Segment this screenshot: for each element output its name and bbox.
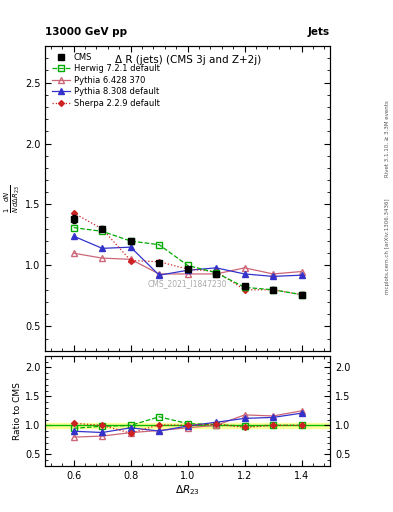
Text: 13000 GeV pp: 13000 GeV pp <box>45 27 127 37</box>
Legend: CMS, Herwig 7.2.1 default, Pythia 6.428 370, Pythia 8.308 default, Sherpa 2.2.9 : CMS, Herwig 7.2.1 default, Pythia 6.428 … <box>50 50 162 110</box>
Text: Δ R (jets) (CMS 3j and Z+2j): Δ R (jets) (CMS 3j and Z+2j) <box>114 55 261 65</box>
Y-axis label: Ratio to CMS: Ratio to CMS <box>13 382 22 440</box>
X-axis label: $\Delta R_{23}$: $\Delta R_{23}$ <box>175 483 200 497</box>
Text: CMS_2021_I1847230: CMS_2021_I1847230 <box>148 279 228 288</box>
Y-axis label: $\frac{1}{N}\frac{dN}{d\Delta R_{23}}$: $\frac{1}{N}\frac{dN}{d\Delta R_{23}}$ <box>3 184 22 212</box>
Text: Jets: Jets <box>308 27 330 37</box>
Bar <box>45 423 330 428</box>
Text: Rivet 3.1.10, ≥ 3.3M events: Rivet 3.1.10, ≥ 3.3M events <box>385 100 389 177</box>
Text: mcplots.cern.ch [arXiv:1306.3436]: mcplots.cern.ch [arXiv:1306.3436] <box>385 198 389 293</box>
